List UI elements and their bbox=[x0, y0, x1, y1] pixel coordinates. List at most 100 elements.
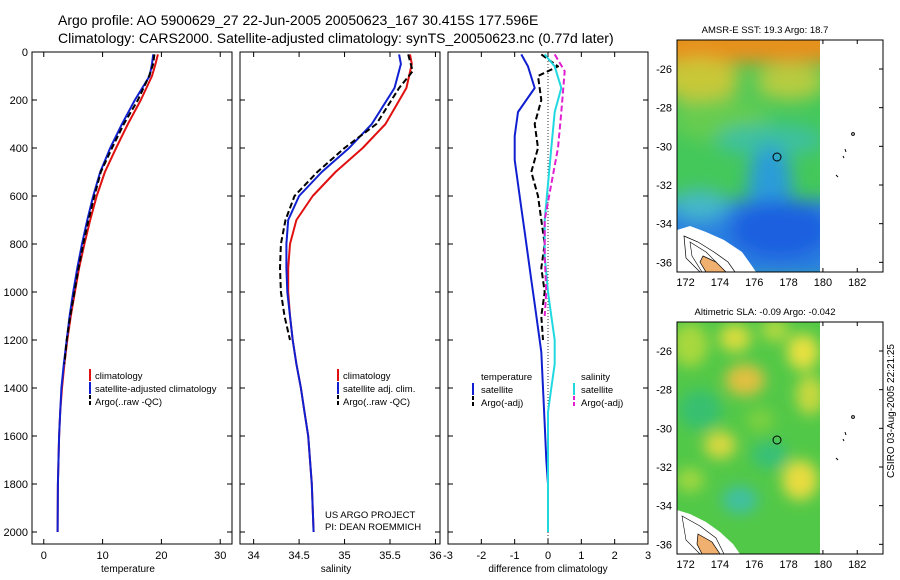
credit-pi: PI: DEAN ROEMMICH bbox=[325, 522, 421, 533]
sla_map-lat-label: -36 bbox=[656, 539, 672, 551]
sst_map-lon-label: 180 bbox=[814, 277, 832, 289]
salinity-xtick-label: 35.5 bbox=[379, 550, 400, 562]
salinity-xtick-label: 34 bbox=[248, 550, 260, 562]
sla_map-lat-label: -34 bbox=[656, 501, 672, 513]
temperature-series-satellite-adjusted-climatology bbox=[56, 54, 155, 533]
difference-xtick-label: 2 bbox=[612, 550, 618, 562]
difference-legend: temperature satellite Argo(-adj) salinit… bbox=[472, 372, 623, 409]
sst_map-lon-label: 178 bbox=[779, 277, 797, 289]
difference-xtick-label: 3 bbox=[645, 550, 651, 562]
sst_map-lon-label: 172 bbox=[676, 277, 694, 289]
sla-kermadec-islands bbox=[835, 415, 855, 461]
sst_map-lon-label: 176 bbox=[745, 277, 763, 289]
salinity-series-argo-raw-qc- bbox=[279, 54, 414, 341]
timestamp-stamp: CSIRO 03-Aug-2005 22:21:25 bbox=[886, 344, 897, 478]
sla-map-title: Altimetric SLA: -0.09 Argo: -0.042 bbox=[695, 307, 836, 318]
title-line-2: Climatology: CARS2000. Satellite-adjuste… bbox=[58, 30, 614, 46]
difference-series-temperature-argo-adj- bbox=[530, 53, 559, 341]
sst_map-lon-label: 174 bbox=[711, 277, 729, 289]
temperature-series-group bbox=[56, 54, 159, 533]
depth-tick-label: 600 bbox=[10, 191, 28, 203]
sst_map-lat-label: -30 bbox=[656, 141, 672, 153]
sla_map-lon-label: 172 bbox=[676, 559, 694, 571]
depth-tick-label: 200 bbox=[10, 95, 28, 107]
difference-series-temperature-satellite bbox=[513, 53, 549, 532]
salinity-xtick-label: 36 bbox=[429, 550, 441, 562]
new-zealand-landmass bbox=[696, 533, 721, 554]
depth-tick-label: 0 bbox=[22, 47, 28, 59]
sla-map-frame bbox=[676, 321, 884, 555]
sst_map-lat-label: -28 bbox=[656, 103, 672, 115]
legend-label-satellite: satellite adj. clim. bbox=[343, 384, 415, 395]
sst_map-lat-label: -32 bbox=[656, 180, 672, 192]
depth-tick-label: 1200 bbox=[4, 335, 28, 347]
difference-xtick-label: 0 bbox=[545, 550, 551, 562]
depth-tick-label: 1000 bbox=[4, 287, 28, 299]
salinity-xtick-label: 34.5 bbox=[288, 550, 309, 562]
sst-argo-location-marker bbox=[772, 152, 782, 162]
sst-map-frame bbox=[676, 39, 884, 273]
depth-tick-label: 1400 bbox=[4, 383, 28, 395]
sst-kermadec-islands bbox=[835, 132, 855, 178]
difference-xtick-label: 1 bbox=[578, 550, 584, 562]
salinity-series-climatology bbox=[287, 54, 413, 533]
sst-land-mask bbox=[677, 226, 756, 272]
credit-project: US ARGO PROJECT bbox=[325, 510, 415, 521]
depth-tick-label: 2000 bbox=[4, 527, 28, 539]
salinity-series-satellite-adj-clim- bbox=[285, 54, 402, 533]
sla_map-lon-label: 180 bbox=[814, 559, 832, 571]
depth-tick-label: 1800 bbox=[4, 479, 28, 491]
difference-xtick-label: -3 bbox=[443, 550, 453, 562]
difference-xtick-label: -2 bbox=[476, 550, 486, 562]
legend-label-satellite-adjusted: satellite-adjusted climatology bbox=[95, 384, 217, 395]
salinity-panel bbox=[239, 51, 441, 545]
legend-heading-temperature: temperature bbox=[481, 372, 532, 383]
depth-tick-label: 400 bbox=[10, 143, 28, 155]
sla_map-lon-label: 176 bbox=[745, 559, 763, 571]
sla-map-field bbox=[677, 322, 820, 554]
salinity-legend: climatology satellite adj. clim. Argo(..… bbox=[337, 369, 415, 408]
sla_map-lat-label: -26 bbox=[656, 346, 672, 358]
sst-map-field bbox=[677, 40, 820, 272]
sla_map-lat-label: -28 bbox=[656, 385, 672, 397]
depth-tick-label: 800 bbox=[10, 239, 28, 251]
legend-label-temperature-argo: Argo(-adj) bbox=[481, 398, 523, 409]
sla_map-lon-label: 182 bbox=[848, 559, 866, 571]
legend-label-salinity-satellite: satellite bbox=[581, 385, 613, 396]
temperature-axis-label: temperature bbox=[101, 564, 155, 575]
temperature-panel bbox=[31, 51, 233, 545]
temperature-xtick-label: 20 bbox=[155, 550, 167, 562]
sla_map-lon-label: 174 bbox=[711, 559, 729, 571]
salinity-series-group bbox=[279, 54, 414, 533]
difference-series-salinity-satellite bbox=[543, 53, 563, 532]
difference-xtick-label: -1 bbox=[510, 550, 520, 562]
sst_map-lat-label: -36 bbox=[656, 257, 672, 269]
temperature-xtick-label: 10 bbox=[96, 550, 108, 562]
title-line-1: Argo profile: AO 5900629_27 22-Jun-2005 … bbox=[58, 12, 538, 28]
salinity-axis-label: salinity bbox=[321, 564, 352, 575]
sst_map-lat-label: -26 bbox=[656, 64, 672, 76]
legend-label-salinity-argo: Argo(-adj) bbox=[581, 398, 623, 409]
legend-heading-salinity: salinity bbox=[581, 372, 610, 383]
sla_map-lat-label: -30 bbox=[656, 423, 672, 435]
salinity-xtick-label: 35 bbox=[338, 550, 350, 562]
legend-label-argo: Argo(..raw -QC) bbox=[343, 397, 410, 408]
difference-series-salinity-argo-adj- bbox=[543, 53, 566, 317]
legend-label-climatology: climatology bbox=[343, 371, 391, 382]
temperature-xtick-label: 0 bbox=[41, 550, 47, 562]
temperature-legend: climatology satellite-adjusted climatolo… bbox=[89, 369, 217, 408]
sst_map-lon-label: 182 bbox=[848, 277, 866, 289]
difference-series-group bbox=[513, 53, 566, 532]
temperature-series-argo-raw-qc- bbox=[63, 54, 156, 365]
sst_map-lat-label: -34 bbox=[656, 219, 672, 231]
legend-label-argo: Argo(..raw -QC) bbox=[95, 397, 162, 408]
sla_map-lat-label: -32 bbox=[656, 462, 672, 474]
legend-label-climatology: climatology bbox=[95, 371, 143, 382]
temperature-xtick-label: 30 bbox=[214, 550, 226, 562]
sla_map-lon-label: 178 bbox=[779, 559, 797, 571]
difference-axis-label: difference from climatology bbox=[488, 564, 607, 575]
depth-tick-label: 1600 bbox=[4, 431, 28, 443]
sst-map-title: AMSR-E SST: 19.3 Argo: 18.7 bbox=[702, 25, 829, 36]
legend-label-temperature-satellite: satellite bbox=[481, 385, 513, 396]
